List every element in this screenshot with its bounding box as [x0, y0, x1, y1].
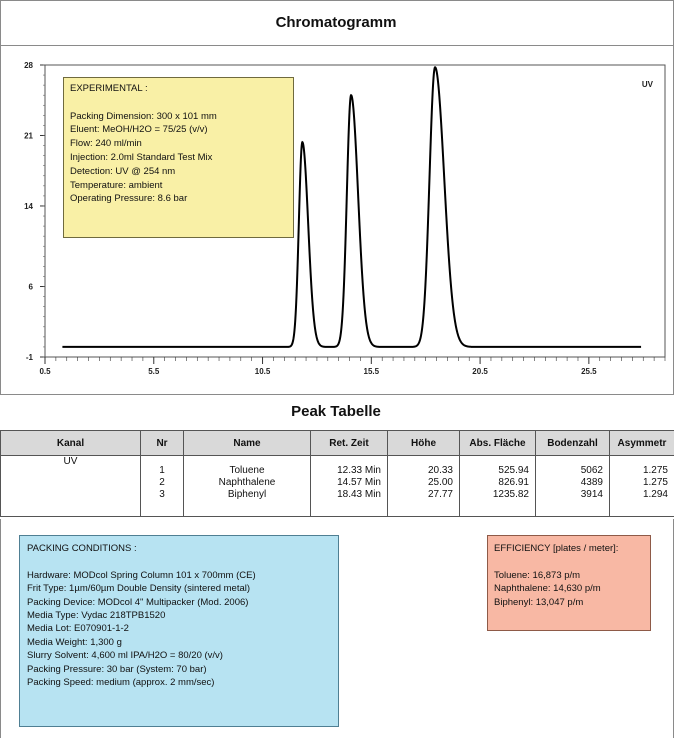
compound-name: Toluene	[229, 465, 265, 476]
column-header-kanal: Kanal	[0, 430, 141, 456]
packing-line: Packing Speed: medium (approx. 2 mm/sec)	[27, 677, 215, 689]
experimental-line: Injection: 2.0ml Standard Test Mix	[70, 151, 213, 163]
kanal-value: UV	[63, 456, 78, 467]
chromatogram-svg: 28 21 14 6 -1 0.5 5.5 10.5 15.5 20.5 25.5 UV	[24, 61, 666, 376]
peak-apex	[301, 141, 303, 143]
efficiency-line: EFFICIENCY [plates / meter]:	[494, 543, 619, 554]
y-tick-label: -1	[26, 353, 34, 362]
compound-name: Biphenyl	[227, 489, 267, 500]
packing-conditions-box: PACKING CONDITIONS : Hardware: MODcol Sp…	[19, 535, 339, 727]
y-tick-label: 28	[24, 61, 33, 70]
bodenzahl-value: 4389	[580, 477, 603, 488]
name-cell: Toluene Naphthalene Biphenyl	[183, 455, 311, 517]
bodenzahl-cell: 5062 4389 3914	[535, 455, 610, 517]
experimental-line: EXPERIMENTAL :	[70, 83, 148, 94]
plot-frame	[44, 64, 666, 358]
packing-line	[27, 555, 331, 568]
chart-header-frame	[0, 0, 674, 46]
ret-zeit-cell: 12.33 Min 14.57 Min 18.43 Min	[310, 455, 388, 517]
packing-line: Frit Type: 1µm/60µm Double Density (sint…	[27, 583, 251, 595]
packing-line: Slurry Solvent: 4,600 ml IPA/H2O = 80/20…	[27, 650, 223, 662]
x-tick-label: 0.5	[39, 367, 51, 376]
ret-zeit-value: 18.43 Min	[337, 489, 381, 500]
abs-flaeche-value: 1235.82	[492, 489, 529, 500]
column-header-abs-flaeche: Abs. Fläche	[459, 430, 536, 456]
experimental-line	[70, 96, 287, 110]
peak-table-header-row: Kanal Nr Name Ret. Zeit Höhe Abs. Fläche…	[0, 430, 674, 456]
y-tick-label: 21	[24, 131, 33, 140]
hoehe-value: 20.33	[427, 465, 453, 476]
compound-name: Naphthalene	[218, 477, 276, 488]
table-row: UV 1 2 3 Toluene Naphthalene Biphenyl 12…	[0, 455, 674, 517]
column-header-bodenzahl: Bodenzahl	[535, 430, 610, 456]
asymmetrie-cell: 1.275 1.275 1.294	[609, 455, 674, 517]
series-label: UV	[642, 80, 654, 89]
efficiency-line: Toluene: 16,873 p/m	[494, 569, 581, 581]
packing-line: Hardware: MODcol Spring Column 101 x 700…	[27, 569, 256, 581]
chart-title: Chromatogramm	[275, 14, 397, 31]
experimental-line: Flow: 240 ml/min	[70, 138, 142, 150]
x-tick-label: 10.5	[255, 367, 271, 376]
column-header-hoehe: Höhe	[387, 430, 460, 456]
x-tick-label: 25.5	[581, 367, 597, 376]
experimental-line: Eluent: MeOH/H2O = 75/25 (v/v)	[70, 124, 208, 136]
packing-line: Media Weight: 1,300 g	[27, 636, 122, 648]
peak-apex	[434, 66, 436, 68]
experimental-line: Detection: UV @ 254 nm	[70, 165, 176, 177]
packing-line: Media Type: Vydac 218TPB1520	[27, 610, 166, 622]
experimental-line: Operating Pressure: 8.6 bar	[70, 193, 188, 205]
experimental-line: Packing Dimension: 300 x 101 mm	[70, 110, 217, 122]
peak-table: Kanal Nr Name Ret. Zeit Höhe Abs. Fläche…	[0, 430, 674, 517]
hoehe-cell: 20.33 25.00 27.77	[387, 455, 460, 517]
column-header-asymmetrie: Asymmetr	[609, 430, 674, 456]
nr-cell: 1 2 3	[140, 455, 184, 517]
hoehe-value: 25.00	[427, 477, 453, 488]
bodenzahl-value: 3914	[580, 489, 603, 500]
ret-zeit-value: 12.33 Min	[337, 465, 381, 476]
abs-flaeche-value: 525.94	[498, 465, 529, 476]
asymmetrie-value: 1.275	[642, 465, 668, 476]
efficiency-line: Naphthalene: 14,630 p/m	[494, 583, 601, 595]
x-tick-label: 15.5	[364, 367, 380, 376]
nr-value: 3	[159, 489, 165, 500]
x-tick-label: 5.5	[148, 367, 160, 376]
nr-value: 1	[159, 465, 165, 476]
efficiency-box: EFFICIENCY [plates / meter]: Toluene: 16…	[487, 535, 651, 631]
asymmetrie-value: 1.275	[642, 477, 668, 488]
peak-apex	[350, 94, 352, 96]
packing-line: PACKING CONDITIONS :	[27, 543, 137, 554]
column-header-nr: Nr	[140, 430, 184, 456]
abs-flaeche-cell: 525.94 826.91 1235.82	[459, 455, 536, 517]
efficiency-line: Biphenyl: 13,047 p/m	[494, 596, 584, 608]
packing-line: Media Lot: E070901-1-2	[27, 623, 129, 635]
efficiency-line	[494, 555, 644, 568]
experimental-line: Temperature: ambient	[70, 179, 163, 191]
ret-zeit-value: 14.57 Min	[337, 477, 381, 488]
x-tick-label: 20.5	[472, 367, 488, 376]
nr-value: 2	[159, 477, 165, 488]
abs-flaeche-value: 826.91	[498, 477, 529, 488]
packing-line: Packing Device: MODcol 4" Multipacker (M…	[27, 596, 249, 608]
column-header-name: Name	[183, 430, 311, 456]
y-tick-label: 14	[24, 202, 33, 211]
chromatogram-trace	[62, 66, 642, 348]
y-tick-label: 6	[29, 283, 34, 292]
bodenzahl-value: 5062	[580, 465, 603, 476]
asymmetrie-value: 1.294	[642, 489, 668, 500]
hoehe-value: 27.77	[427, 489, 453, 500]
column-header-ret-zeit: Ret. Zeit	[310, 430, 388, 456]
experimental-info-box: EXPERIMENTAL : Packing Dimension: 300 x …	[63, 77, 294, 238]
packing-line: Packing Pressure: 30 bar (System: 70 bar…	[27, 663, 207, 675]
kanal-cell: UV	[0, 455, 141, 517]
peak-table-title: Peak Tabelle	[291, 403, 381, 420]
